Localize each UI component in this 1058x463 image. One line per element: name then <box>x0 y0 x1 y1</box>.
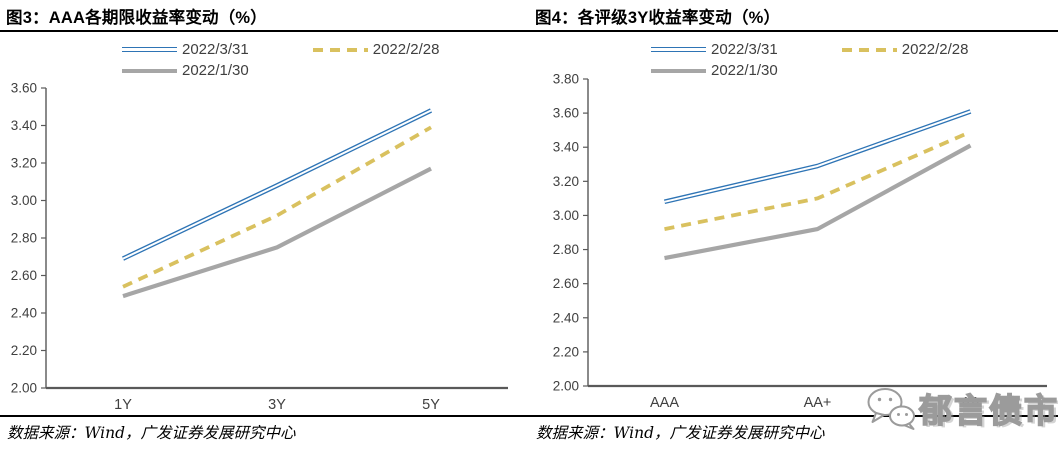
series-line-inner-white <box>664 110 971 203</box>
series-line-2022-1-30 <box>122 166 432 299</box>
legend-label: 2022/2/28 <box>901 41 969 58</box>
figure4-plot-area: 3.80 3.60 3.40 3.20 3.00 2.80 2.60 2.40 2.20 2.00… <box>529 0 1058 463</box>
chart-bottom-rule <box>0 415 1058 417</box>
double-line-swatch <box>122 47 177 52</box>
y-axis-tick-label: 2.40 <box>553 310 579 325</box>
legend-item-2022-1-30: 2022/1/30 <box>651 62 778 79</box>
y-axis-tick-label: 3.40 <box>553 140 579 155</box>
x-category-label: 5Y <box>422 397 440 413</box>
y-axis-tick-label: 2.00 <box>553 379 579 394</box>
figure3-legend: 2022/3/31 2022/2/28 2022/1/30 <box>122 39 439 81</box>
series-line-2022-2-28 <box>122 125 432 289</box>
figure3-title: 图3：AAA各期限收益率变动（%） <box>6 9 267 27</box>
legend-label: 2022/1/30 <box>711 62 778 79</box>
dashed-line-swatch <box>312 47 368 52</box>
legend-item-2022-3-31: 2022/3/31 <box>651 41 778 58</box>
y-axis-tick-label: 2.00 <box>11 381 37 396</box>
chart-svg: 3.60 3.40 3.20 3.00 2.80 2.60 2.40 2.20 2.00 1Y 3Y… <box>11 81 508 413</box>
legend-label: 2022/1/30 <box>182 62 249 79</box>
chart-svg: 3.80 3.60 3.40 3.20 3.00 2.80 2.60 2.40 2.20 2.00… <box>553 72 1047 411</box>
dashed-line-swatch <box>841 47 897 52</box>
x-category-label: AA <box>961 395 981 411</box>
y-axis-tick-label: 3.20 <box>11 156 37 171</box>
y-axis-tick-label: 2.60 <box>11 268 37 283</box>
legend-item-2022-2-28: 2022/2/28 <box>312 41 440 58</box>
legend-item-2022-2-28: 2022/2/28 <box>841 41 969 58</box>
figure4-legend: 2022/3/31 2022/2/28 2022/1/30 <box>651 39 968 81</box>
legend-item-2022-1-30: 2022/1/30 <box>122 62 249 79</box>
y-axis-tick-label: 2.40 <box>11 306 37 321</box>
chart-panel-figure3: 图3：AAA各期限收益率变动（%） 2022/3/31 2022/2/28 20… <box>6 9 508 442</box>
solid-line-swatch <box>122 68 177 73</box>
series-line-inner-white <box>122 109 432 260</box>
y-axis-tick-label: 2.60 <box>553 276 579 291</box>
watermark-text: 郁言债市 <box>918 391 1058 430</box>
y-axis-tick-label: 3.80 <box>553 72 579 87</box>
watermark: 郁言债市 <box>865 384 1058 432</box>
y-axis-tick-label: 3.60 <box>553 106 579 121</box>
legend-item-2022-3-31: 2022/3/31 <box>122 41 249 58</box>
legend-row: 2022/3/31 2022/2/28 <box>122 39 439 60</box>
x-category-label: 3Y <box>268 397 286 413</box>
legend-row: 2022/1/30 <box>651 60 968 81</box>
figure4-source-note: 数据来源：Wind，广发证券发展研究中心 <box>536 424 825 442</box>
y-axis-tick-label: 2.20 <box>553 344 579 359</box>
solid-line-swatch <box>651 68 706 73</box>
legend-row: 2022/1/30 <box>122 60 439 81</box>
legend-row: 2022/3/31 2022/2/28 <box>651 39 968 60</box>
y-axis-tick-label: 3.40 <box>11 118 37 133</box>
y-axis-tick-label: 3.60 <box>11 81 37 96</box>
y-axis-tick-label: 2.80 <box>553 242 579 257</box>
legend-label: 2022/3/31 <box>711 41 778 58</box>
legend-label: 2022/2/28 <box>372 41 440 58</box>
chart-panel-figure4: 图4：各评级3Y收益率变动（%） 2022/3/31 2022/2/28 202… <box>529 0 1058 463</box>
y-axis-tick-label: 2.80 <box>11 231 37 246</box>
double-line-swatch <box>651 47 706 52</box>
figure3-plot-area: 3.60 3.40 3.20 3.00 2.80 2.60 2.40 2.20 2.00 1Y 3Y… <box>11 81 508 413</box>
y-axis-tick-label: 3.00 <box>11 193 37 208</box>
wechat-icon <box>867 388 915 430</box>
series-line-2022-3-31 <box>663 109 972 205</box>
title-underline-rule <box>0 30 1058 32</box>
x-category-label: AA+ <box>804 395 832 411</box>
series-line-2022-2-28 <box>664 130 972 231</box>
series-line-2022-1-30 <box>664 143 972 261</box>
figure3-source-note: 数据来源：Wind，广发证券发展研究中心 <box>7 424 296 442</box>
x-category-label: AAA <box>650 395 679 411</box>
figure4-title: 图4：各评级3Y收益率变动（%） <box>535 9 781 27</box>
y-axis-tick-label: 3.00 <box>553 208 579 223</box>
y-axis-tick-label: 2.20 <box>11 343 37 358</box>
y-axis-tick-label: 3.20 <box>553 174 579 189</box>
x-category-label: 1Y <box>114 397 132 413</box>
legend-label: 2022/3/31 <box>182 41 249 58</box>
